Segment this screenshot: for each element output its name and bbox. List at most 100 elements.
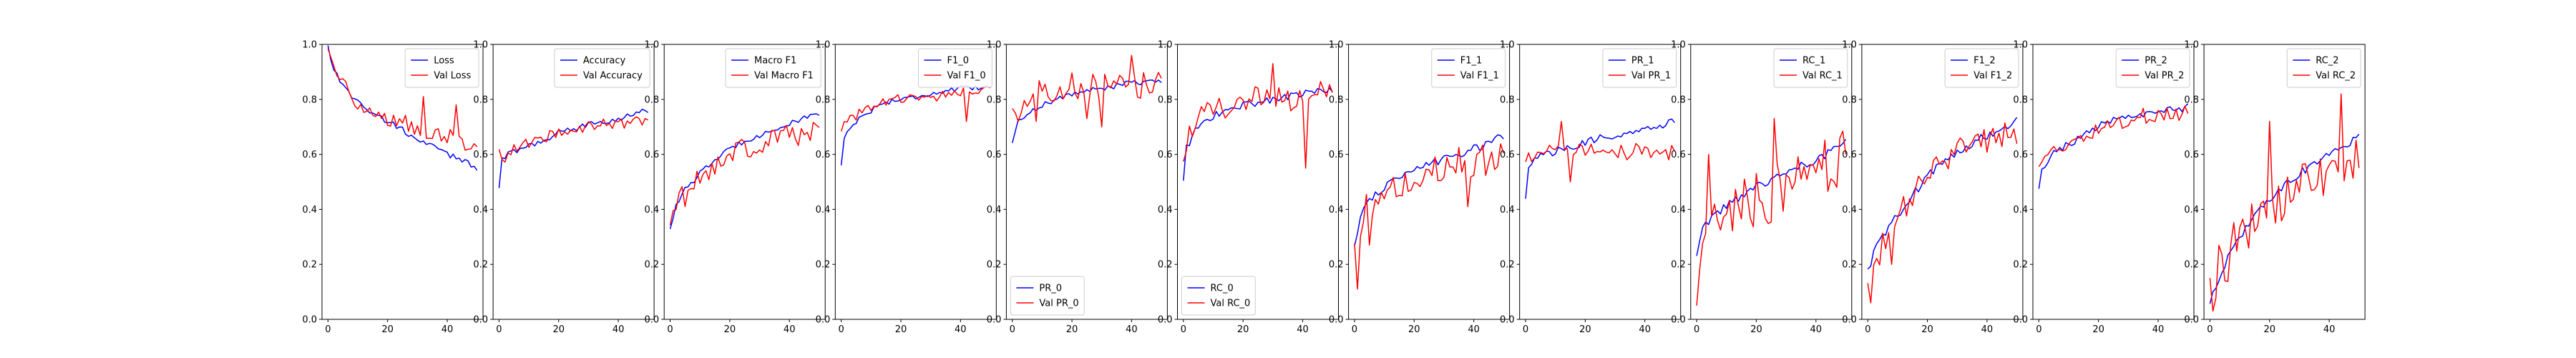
legend-label: Macro F1 [754,56,796,67]
series-line-f1-1 [1354,134,1504,246]
axes-frame [1861,44,2024,320]
x-tick-label: 20 [2092,324,2104,335]
x-tick-label: 0 [838,324,844,335]
y-tick-label: 1.0 [302,40,317,51]
legend-label: Val Accuracy [583,71,643,82]
legend-label: RC_1 [1802,56,1825,67]
y-tick-label: 0.8 [987,95,1002,105]
y-tick-label: 1.0 [987,40,1002,51]
axes-frame [321,44,484,320]
y-tick-label: 0.8 [473,95,488,105]
y-tick-label: 0.2 [816,260,831,271]
y-tick-label: 1.0 [645,40,660,51]
legend: F1_1 Val F1_1 [1431,48,1506,88]
y-tick-label: 0.8 [2184,95,2199,105]
legend-label: RC_2 [2316,56,2338,67]
y-tick-label: 0.6 [1671,150,1686,160]
legend-box [1773,48,1848,88]
y-tick-label: 1.0 [1500,40,1515,51]
series-line-pr-2 [2038,103,2189,189]
legend-box [1602,48,1677,88]
series-line-rc-2 [2209,133,2360,304]
y-tick-label: 0.6 [1329,150,1344,160]
y-tick-label: 0.2 [645,260,660,271]
y-tick-label: 0.2 [987,260,1002,271]
x-tick-label: 40 [1981,324,1994,335]
series-line-val-loss [327,49,478,151]
legend: Macro F1 Val Macro F1 [725,48,821,88]
subplot-5: 0.0 0.2 0.4 0.6 0.8 1.0 0 20 40 PR_0 Val PR_0 [987,40,1168,335]
legend-box [2286,48,2361,88]
legend: PR_1 Val PR_1 [1602,48,1677,88]
x-tick-label: 0 [2036,324,2041,335]
y-tick-label: 0.8 [816,95,831,105]
legend-label: Val F1_2 [1974,71,2012,82]
legend-box [404,48,479,88]
axes-frame [1005,44,1168,320]
y-tick-label: 0.2 [2013,260,2028,271]
y-tick-label: 0.0 [2184,315,2199,326]
y-tick-label: 0.8 [1842,95,1857,105]
legend: Loss Val Loss [404,48,479,88]
x-tick-label: 40 [1639,324,1651,335]
y-tick-label: 0.4 [1842,205,1857,216]
legend-label: Val PR_1 [1631,71,1671,82]
y-tick-label: 0.4 [1671,205,1686,216]
y-tick-label: 0.8 [302,95,317,105]
x-tick-label: 40 [1297,324,1309,335]
y-tick-label: 0.4 [1500,205,1515,216]
x-tick-label: 0 [1010,324,1015,335]
y-tick-label: 0.8 [1671,95,1686,105]
legend-box [554,48,650,88]
legend-label: Loss [434,56,454,67]
y-tick-label: 0.0 [1842,315,1857,326]
x-tick-label: 0 [1352,324,1357,335]
y-tick-label: 0.4 [2184,205,2199,216]
y-tick-label: 0.4 [816,205,831,216]
legend: PR_2 Val PR_2 [2115,48,2190,88]
y-tick-label: 0.8 [1329,95,1344,105]
legend-label: RC_0 [1211,284,1234,294]
legend-label: Val RC_0 [1211,299,1251,309]
subplot-12: 0.0 0.2 0.4 0.6 0.8 1.0 0 20 40 RC_2 Val RC_2 [2184,40,2366,335]
legend: PR_0 Val PR_0 [1010,276,1085,316]
subplot-7: 0.0 0.2 0.4 0.6 0.8 1.0 0 20 40 F1_1 Val F1_1 [1329,40,1511,335]
legend: RC_1 Val RC_1 [1773,48,1848,88]
y-tick-label: 1.0 [2184,40,2199,51]
legend-box [2115,48,2190,88]
y-tick-label: 0.8 [1158,95,1173,105]
y-tick-label: 0.8 [645,95,660,105]
y-tick-label: 0.4 [473,205,488,216]
x-tick-label: 40 [955,324,967,335]
x-tick-label: 20 [724,324,736,335]
x-tick-label: 20 [1750,324,1762,335]
legend-label: Val RC_2 [2316,71,2356,82]
y-tick-label: 0.0 [2013,315,2028,326]
legend-box [1431,48,1506,88]
subplot-9: 0.0 0.2 0.4 0.6 0.8 1.0 0 20 40 RC_1 Val RC_1 [1671,40,1853,335]
series-line-f1-2 [1867,117,2018,270]
y-tick-label: 0.6 [987,150,1002,160]
x-tick-label: 0 [1694,324,1699,335]
y-tick-label: 0.2 [1671,260,1686,271]
legend-box [918,48,992,88]
series-line-val-rc-2 [2209,93,2360,312]
y-tick-label: 1.0 [1671,40,1686,51]
series-line-f1-0 [840,84,991,165]
legend-label: PR_1 [1631,56,1654,67]
legend: F1_0 Val F1_0 [918,48,992,88]
series-line-val-pr-0 [1012,54,1162,127]
series-line-rc-0 [1183,87,1333,181]
y-tick-label: 0.0 [987,315,1002,326]
y-tick-label: 1.0 [1842,40,1857,51]
y-tick-label: 0.2 [2184,260,2199,271]
y-tick-label: 0.0 [302,315,317,326]
axes-frame [1690,44,1853,320]
y-tick-label: 0.2 [473,260,488,271]
x-tick-label: 0 [1865,324,1870,335]
y-tick-label: 0.0 [1671,315,1686,326]
y-tick-label: 0.4 [645,205,660,216]
x-tick-label: 40 [441,324,454,335]
legend-box [725,48,821,88]
y-tick-label: 0.6 [645,150,660,160]
